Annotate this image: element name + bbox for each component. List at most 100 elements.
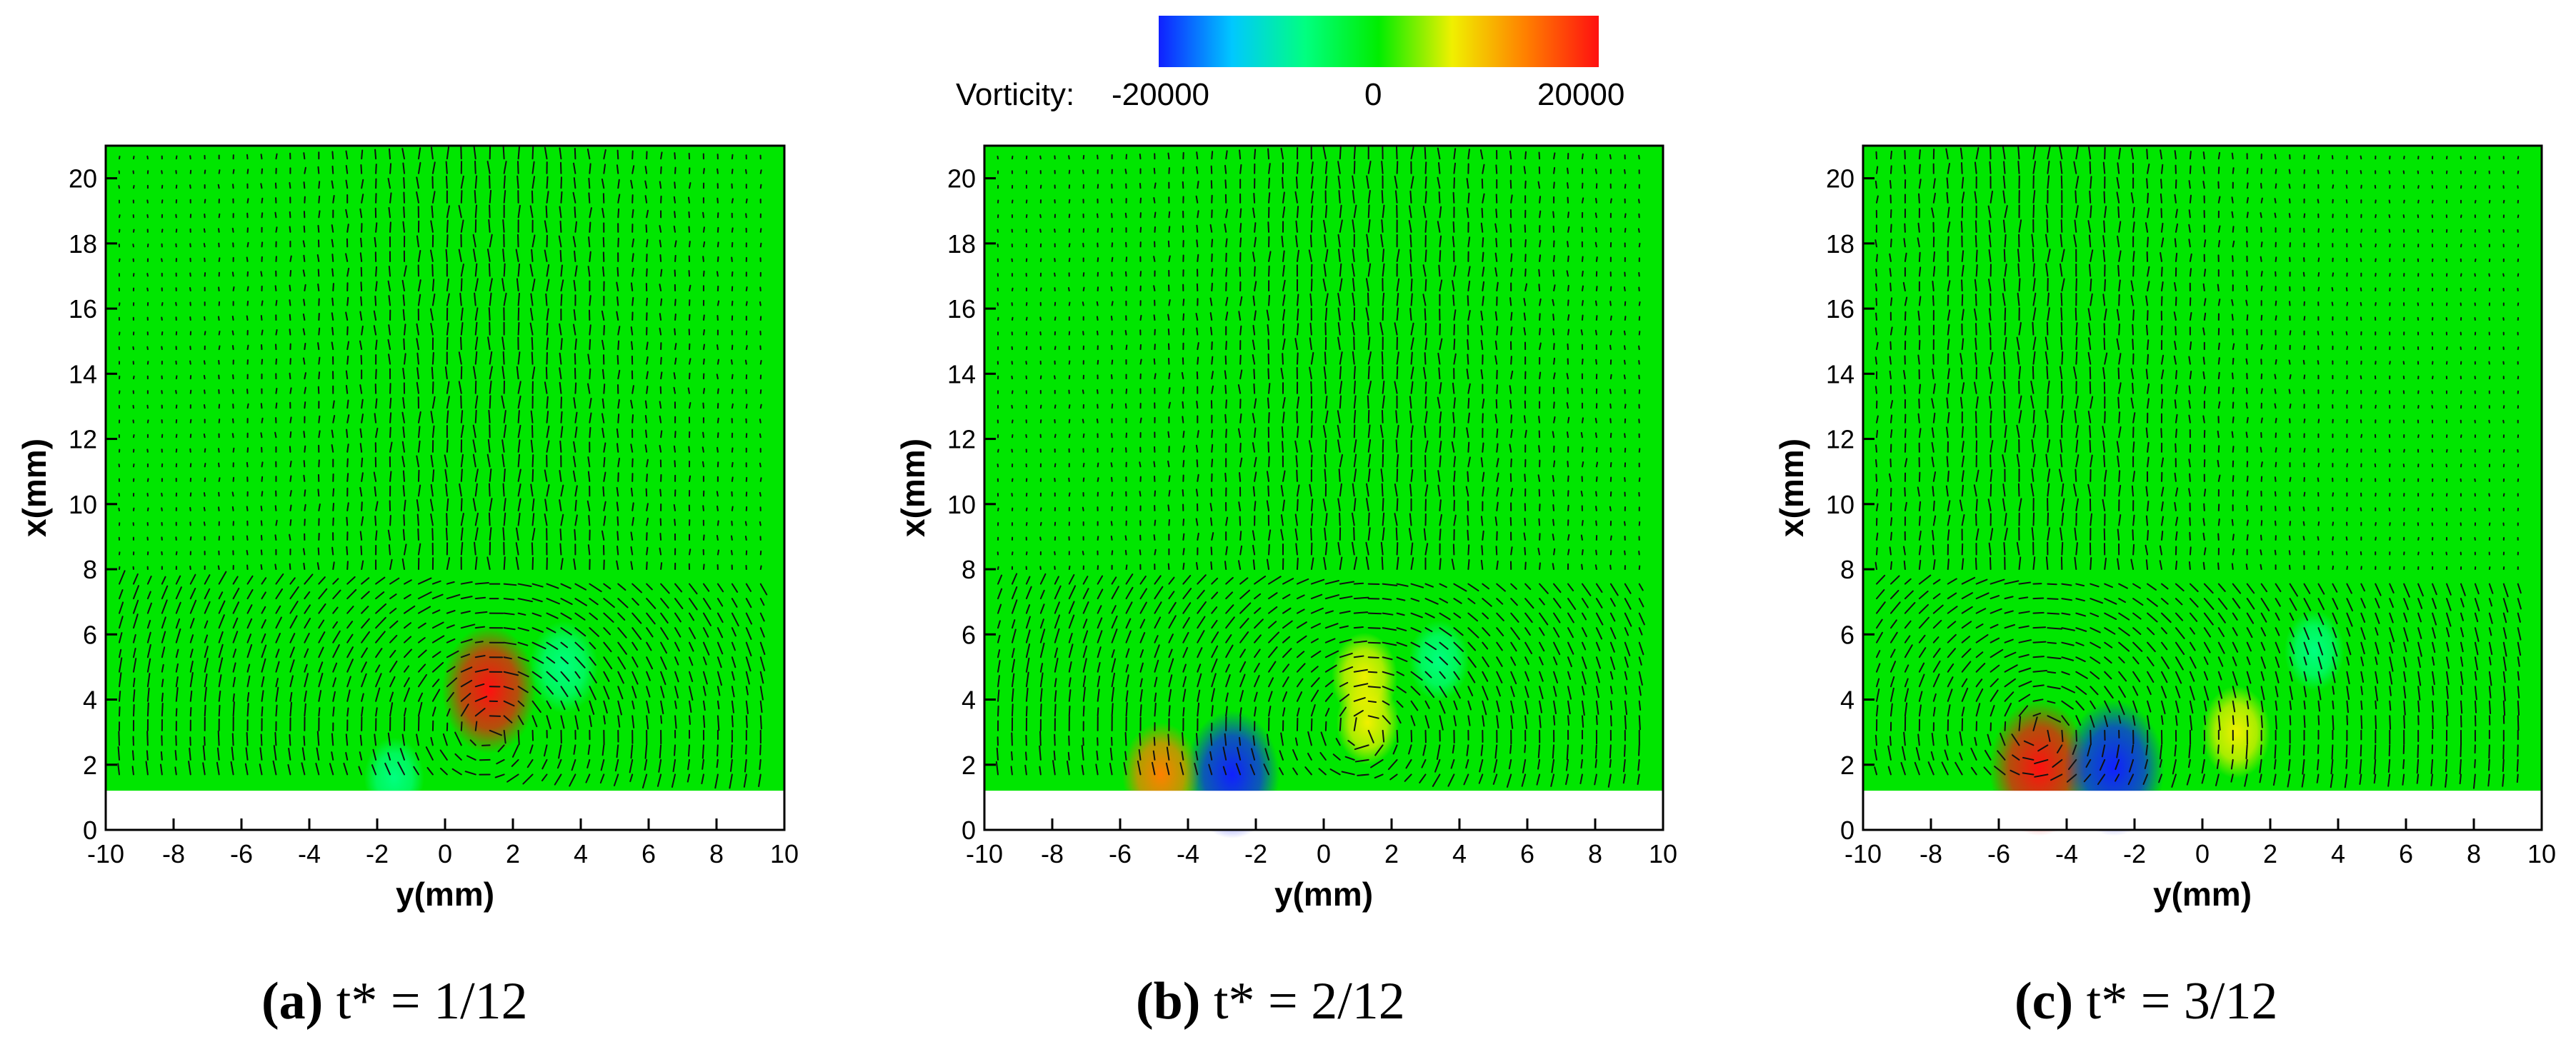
x-tick-label: 2	[2263, 839, 2277, 868]
x-tick-label: 6	[2399, 839, 2413, 868]
x-axis-label: y(mm)	[2153, 876, 2252, 913]
y-tick-label: 2	[83, 751, 97, 780]
y-tick-label: 18	[947, 229, 976, 259]
vorticity-plot-a: -10 -8 -6 -4 -2 0 2 4 6 8 10 0 2 4 6 8 10 12 14 16 18 20 y(mm)…	[16, 144, 799, 913]
velocity-vectors	[995, 146, 1645, 788]
x-tick-label: -2	[2123, 839, 2146, 868]
colorbar-label: Vorticity:	[956, 77, 1075, 112]
x-tick-label: -4	[1177, 839, 1199, 868]
vortex-core	[1336, 680, 1399, 765]
x-tick-label: -10	[1844, 839, 1882, 868]
x-tick-label: -8	[162, 839, 185, 868]
x-tick-label: -10	[966, 839, 1003, 868]
y-tick-label: 8	[1840, 555, 1854, 584]
y-tick-label: 14	[69, 359, 97, 389]
vorticity-colorbar	[1159, 16, 1599, 67]
caption-c-text: t* = 3/12	[2073, 972, 2278, 1031]
vorticity-plot-b: -10 -8 -6 -4 -2 0 2 4 6 8 10 0 2 4 6 8 10 12 14 16 18 20 y(mm)…	[894, 144, 1677, 913]
y-tick-label: 10	[69, 490, 97, 519]
y-axis-label: x(mm)	[894, 439, 932, 537]
x-tick-label: -6	[1987, 839, 2010, 868]
y-tick-label: 12	[947, 425, 976, 454]
y-tick-label: 4	[1840, 686, 1854, 715]
x-tick-label: -2	[366, 839, 389, 868]
caption-a-text: t* = 1/12	[323, 972, 528, 1031]
y-tick-label: 18	[69, 229, 97, 259]
x-tick-label: 2	[506, 839, 520, 868]
x-tick-label: 6	[1520, 839, 1534, 868]
vorticity-field	[984, 146, 1663, 791]
y-tick-label: 0	[83, 816, 97, 845]
caption-b-tag: (b)	[1136, 972, 1201, 1031]
vortex-core	[2284, 610, 2345, 691]
x-tick-label: 8	[2467, 839, 2481, 868]
x-tick-label: -6	[230, 839, 253, 868]
y-tick-label: 6	[1840, 620, 1854, 649]
colorbar-tick-zero: 0	[1364, 77, 1382, 112]
x-axis-label: y(mm)	[1274, 876, 1373, 913]
vortex-core	[1409, 620, 1469, 701]
y-tick-label: 20	[947, 164, 976, 194]
x-tick-label: 4	[1452, 839, 1467, 868]
x-tick-label: -8	[1919, 839, 1942, 868]
x-tick-label: -4	[298, 839, 321, 868]
vorticity-field	[1863, 146, 2542, 791]
x-tick-label: 6	[641, 839, 656, 868]
vortex-core	[441, 626, 536, 754]
y-tick-label: 2	[1840, 751, 1854, 780]
y-tick-label: 16	[1826, 294, 1854, 324]
x-tick-label: 10	[2527, 839, 2556, 868]
y-tick-label: 6	[962, 620, 976, 649]
y-tick-label: 16	[69, 294, 97, 324]
vortex-core	[529, 621, 599, 713]
y-tick-label: 14	[1826, 359, 1854, 389]
y-tick-label: 0	[962, 816, 976, 845]
y-tick-label: 0	[1840, 816, 1854, 845]
y-tick-label: 18	[1826, 229, 1854, 259]
y-tick-label: 14	[947, 359, 976, 389]
x-tick-label: 8	[709, 839, 724, 868]
vortex-core	[2202, 686, 2271, 778]
vorticity-plot-c: -10 -8 -6 -4 -2 0 2 4 6 8 10 0 2 4 6 8 10 12 14 16 18 20 y(mm)…	[1773, 144, 2556, 913]
caption-a: (a) t* = 1/12	[261, 971, 528, 1032]
caption-a-tag: (a)	[261, 972, 324, 1031]
y-tick-label: 4	[83, 686, 97, 715]
x-tick-label: 10	[1649, 839, 1677, 868]
y-tick-label: 8	[83, 555, 97, 584]
x-tick-label: -8	[1041, 839, 1064, 868]
x-tick-label: 0	[438, 839, 452, 868]
velocity-vectors	[117, 146, 768, 789]
x-axis-label: y(mm)	[396, 876, 494, 913]
y-tick-label: 20	[69, 164, 97, 194]
y-tick-label: 10	[1826, 490, 1854, 519]
colorbar-scale	[1159, 16, 1599, 67]
y-tick-label: 12	[69, 425, 97, 454]
x-tick-label: -2	[1244, 839, 1267, 868]
caption-c-tag: (c)	[2015, 972, 2074, 1031]
colorbar-tick-max: 20000	[1537, 77, 1625, 112]
y-tick-label: 20	[1826, 164, 1854, 194]
y-tick-label: 10	[947, 490, 976, 519]
x-tick-label: -6	[1109, 839, 1132, 868]
x-tick-label: -4	[2055, 839, 2078, 868]
y-tick-label: 4	[962, 686, 976, 715]
colorbar-tick-min: -20000	[1112, 77, 1210, 112]
y-tick-label: 12	[1826, 425, 1854, 454]
y-axis-label: x(mm)	[16, 439, 53, 537]
caption-b: (b) t* = 2/12	[1136, 971, 1405, 1032]
y-axis-label: x(mm)	[1773, 439, 1810, 537]
x-tick-label: 4	[574, 839, 588, 868]
x-tick-label: 2	[1384, 839, 1399, 868]
y-tick-label: 2	[962, 751, 976, 780]
y-tick-label: 16	[947, 294, 976, 324]
y-tick-label: 8	[962, 555, 976, 584]
x-tick-label: 0	[2195, 839, 2210, 868]
caption-c: (c) t* = 3/12	[2015, 971, 2278, 1032]
y-tick-label: 6	[83, 620, 97, 649]
x-tick-label: 10	[770, 839, 799, 868]
x-tick-label: 8	[1588, 839, 1602, 868]
velocity-vectors	[1874, 146, 2522, 789]
x-tick-label: -10	[87, 839, 124, 868]
x-tick-label: 0	[1317, 839, 1331, 868]
caption-b-text: t* = 2/12	[1200, 972, 1405, 1031]
